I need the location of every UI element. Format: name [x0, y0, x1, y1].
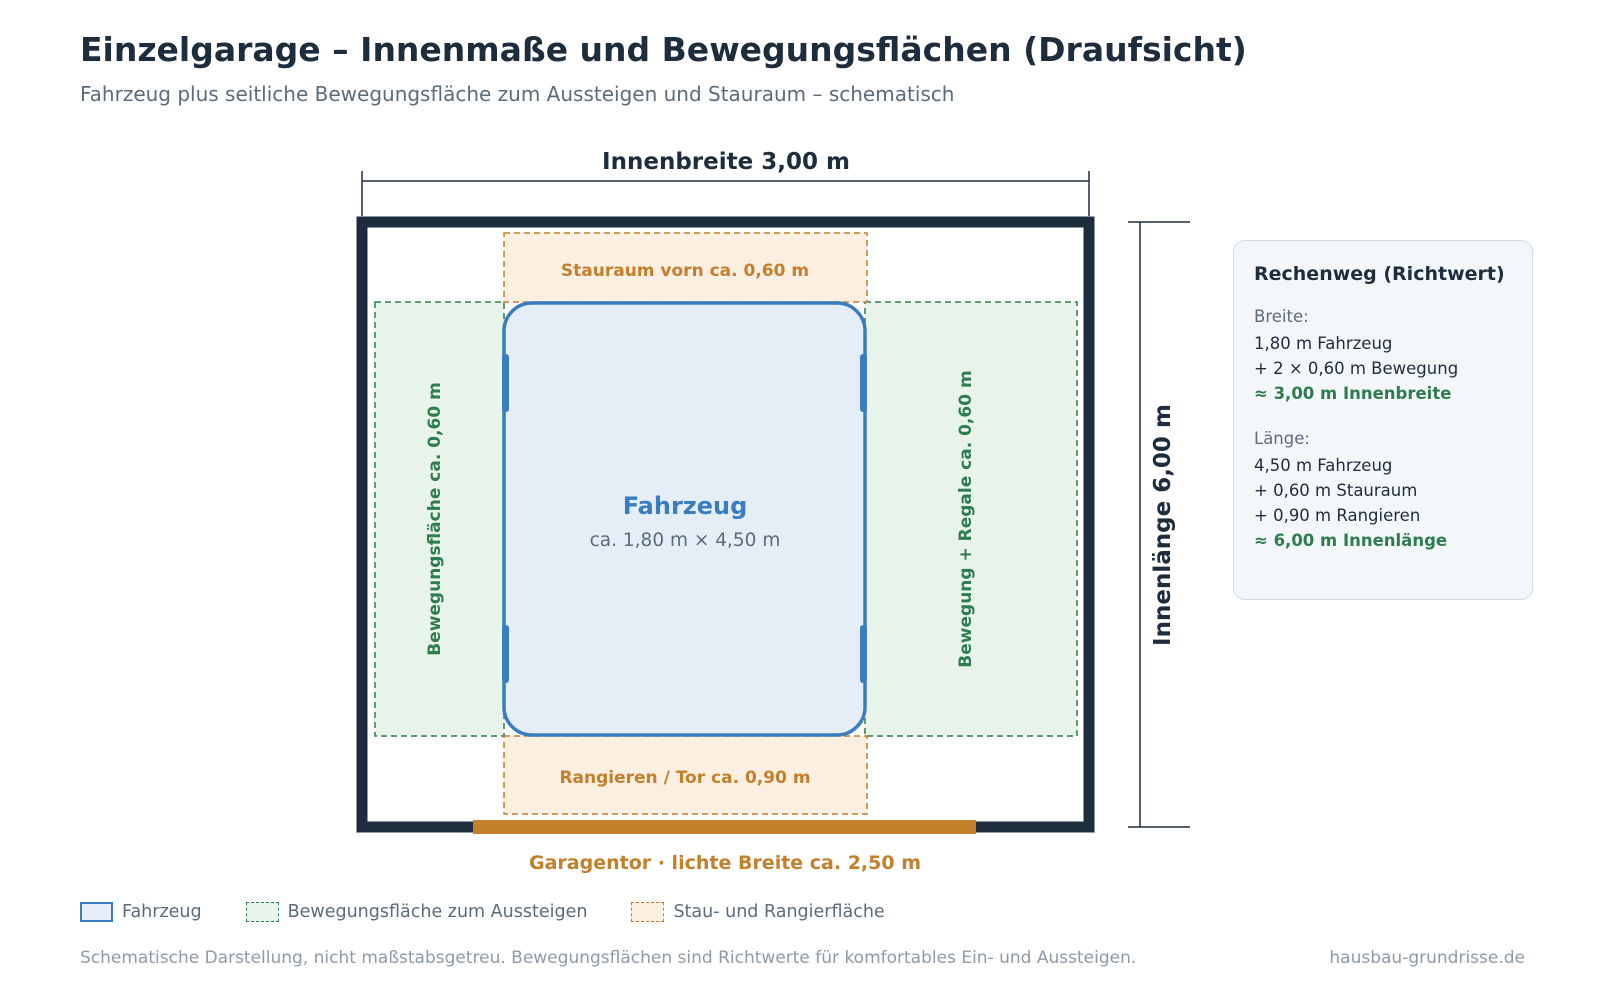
left-movement-zone	[374, 301, 505, 737]
mirror-icon	[502, 354, 509, 412]
calculation-panel: Rechenweg (Richtwert) Breite: 1,80 m Fah…	[1233, 240, 1533, 600]
right-zone-label: Bewegung + Regale ca. 0,60 m	[956, 370, 976, 667]
legend-label: Bewegungsfläche zum Aussteigen	[287, 902, 588, 922]
door-label: Garagentor · lichte Breite ca. 2,50 m	[529, 852, 921, 874]
length-line: + 0,90 m Rangieren	[1254, 506, 1421, 525]
vehicle: Fahrzeug ca. 1,80 m × 4,50 m	[502, 301, 867, 737]
width-label: Innenbreite 3,00 m	[602, 149, 850, 175]
width-heading: Breite:	[1254, 307, 1309, 326]
wheel-icon	[502, 625, 509, 683]
legend-item-storage: Stau- und Rangierfläche	[631, 902, 885, 922]
length-line: 4,50 m Fahrzeug	[1254, 456, 1393, 475]
movement-swatch-icon	[245, 902, 279, 922]
length-dimension: Innenlänge 6,00 m	[1128, 221, 1190, 828]
front-storage-label: Stauraum vorn ca. 0,60 m	[561, 261, 809, 281]
left-zone-label: Bewegungsfläche ca. 0,60 m	[425, 382, 445, 656]
calculation-title: Rechenweg (Richtwert)	[1254, 263, 1505, 285]
width-result: ≈ 3,00 m Innenbreite	[1254, 384, 1452, 403]
vehicle-label: Fahrzeug	[623, 492, 748, 520]
page-subtitle: Fahrzeug plus seitliche Bewegungsfläche …	[80, 82, 955, 106]
length-line: + 0,60 m Stauraum	[1254, 481, 1418, 500]
legend: Fahrzeug Bewegungsfläche zum Aussteigen …	[80, 902, 929, 922]
width-dimension: Innenbreite 3,00 m	[361, 149, 1090, 216]
right-movement-zone	[864, 301, 1078, 737]
wheel-icon	[860, 625, 867, 683]
length-heading: Länge:	[1254, 429, 1310, 448]
legend-label: Fahrzeug	[122, 902, 202, 922]
rear-maneuver-label: Rangieren / Tor ca. 0,90 m	[559, 768, 810, 788]
length-result: ≈ 6,00 m Innenlänge	[1254, 531, 1448, 550]
storage-swatch-icon	[631, 902, 665, 922]
footnote: Schematische Darstellung, nicht maßstabs…	[80, 948, 1137, 968]
legend-item-movement: Bewegungsfläche zum Aussteigen	[245, 902, 588, 922]
length-label: Innenlänge 6,00 m	[1150, 404, 1176, 646]
source-credit: hausbau-grundrisse.de	[1329, 948, 1525, 968]
garage-door	[473, 820, 976, 834]
mirror-icon	[860, 354, 867, 412]
width-line: 1,80 m Fahrzeug	[1254, 334, 1393, 353]
vehicle-swatch-icon	[80, 902, 113, 922]
rear-maneuver-zone	[503, 735, 868, 815]
width-line: + 2 × 0,60 m Bewegung	[1254, 359, 1459, 378]
page-title: Einzelgarage – Innenmaße und Bewegungsfl…	[80, 30, 1247, 69]
legend-item-vehicle: Fahrzeug	[80, 902, 202, 922]
legend-label: Stau- und Rangierfläche	[673, 902, 885, 922]
vehicle-size: ca. 1,80 m × 4,50 m	[590, 530, 781, 551]
